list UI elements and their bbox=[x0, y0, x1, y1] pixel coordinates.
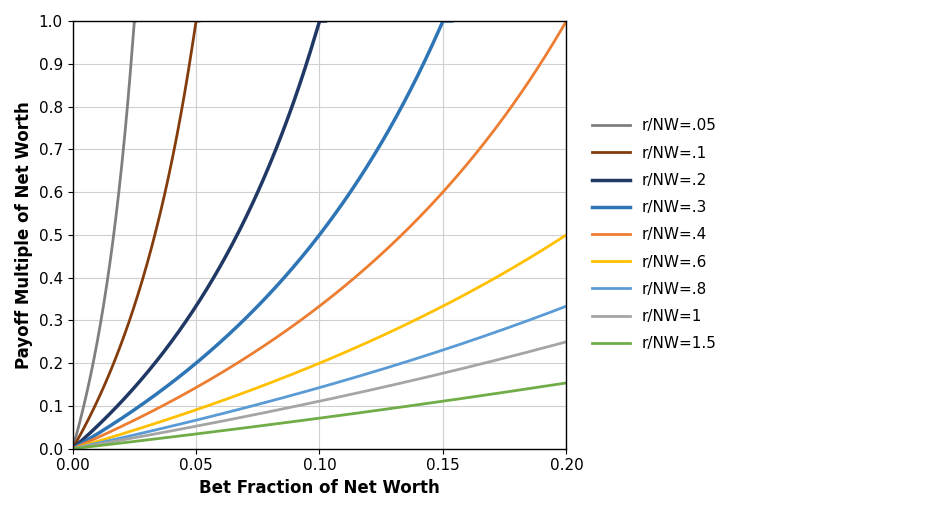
Line: r/NW=.05: r/NW=.05 bbox=[73, 21, 136, 449]
X-axis label: Bet Fraction of Net Worth: Bet Fraction of Net Worth bbox=[199, 479, 440, 497]
r/NW=.6 bbox=[256, 383, 267, 389]
r/NW=.6 bbox=[435, 304, 446, 310]
r/NW=.3 bbox=[363, 161, 374, 167]
Line: r/NW=1.5: r/NW=1.5 bbox=[73, 383, 566, 449]
r/NW=.2 bbox=[256, 181, 267, 187]
r/NW=.4 bbox=[473, 147, 485, 153]
r/NW=.8 bbox=[67, 445, 78, 452]
r/NW=.1 bbox=[67, 445, 78, 452]
r/NW=.3 bbox=[67, 445, 78, 452]
r/NW=1.5 bbox=[256, 423, 267, 429]
r/NW=.8 bbox=[363, 370, 374, 376]
r/NW=.3 bbox=[388, 118, 399, 124]
r/NW=.4 bbox=[388, 240, 399, 246]
r/NW=.4 bbox=[256, 345, 267, 351]
r/NW=.8 bbox=[156, 425, 167, 432]
r/NW=1 bbox=[363, 388, 374, 394]
r/NW=.3 bbox=[256, 300, 267, 306]
r/NW=.4 bbox=[67, 445, 78, 452]
r/NW=1 bbox=[435, 371, 446, 377]
r/NW=.4 bbox=[435, 191, 446, 197]
r/NW=1 bbox=[256, 410, 267, 416]
r/NW=.8 bbox=[256, 400, 267, 407]
r/NW=.6 bbox=[67, 445, 78, 452]
Line: r/NW=.8: r/NW=.8 bbox=[73, 306, 566, 449]
Line: r/NW=.2: r/NW=.2 bbox=[73, 21, 326, 449]
r/NW=.6 bbox=[473, 284, 485, 290]
Line: r/NW=.1: r/NW=.1 bbox=[73, 21, 199, 449]
r/NW=.4 bbox=[156, 403, 167, 409]
r/NW=.2 bbox=[156, 351, 167, 357]
Line: r/NW=.6: r/NW=.6 bbox=[73, 235, 566, 449]
r/NW=1 bbox=[561, 339, 572, 345]
r/NW=.3 bbox=[156, 387, 167, 393]
r/NW=.6 bbox=[363, 339, 374, 345]
r/NW=1 bbox=[156, 430, 167, 436]
r/NW=1.5 bbox=[435, 398, 446, 404]
Line: r/NW=1: r/NW=1 bbox=[73, 342, 566, 449]
r/NW=.3 bbox=[435, 23, 446, 29]
r/NW=1.5 bbox=[67, 445, 78, 452]
r/NW=.4 bbox=[561, 18, 572, 24]
Y-axis label: Payoff Multiple of Net Worth: Payoff Multiple of Net Worth bbox=[15, 101, 33, 369]
r/NW=1 bbox=[388, 382, 399, 388]
r/NW=.1 bbox=[156, 202, 167, 208]
r/NW=1.5 bbox=[388, 405, 399, 411]
r/NW=.6 bbox=[388, 327, 399, 333]
r/NW=1.5 bbox=[156, 435, 167, 441]
r/NW=.2 bbox=[67, 445, 78, 452]
r/NW=.4 bbox=[363, 263, 374, 269]
r/NW=1 bbox=[67, 445, 78, 452]
r/NW=.8 bbox=[561, 303, 572, 309]
r/NW=1.5 bbox=[561, 380, 572, 386]
Legend: r/NW=.05, r/NW=.1, r/NW=.2, r/NW=.3, r/NW=.4, r/NW=.6, r/NW=.8, r/NW=1, r/NW=1.5: r/NW=.05, r/NW=.1, r/NW=.2, r/NW=.3, r/N… bbox=[584, 111, 724, 359]
Line: r/NW=.4: r/NW=.4 bbox=[73, 21, 566, 449]
r/NW=1.5 bbox=[363, 409, 374, 415]
Line: r/NW=.3: r/NW=.3 bbox=[73, 21, 452, 449]
r/NW=.6 bbox=[156, 418, 167, 424]
r/NW=1 bbox=[473, 361, 485, 368]
r/NW=.05 bbox=[67, 445, 78, 452]
r/NW=.8 bbox=[388, 362, 399, 369]
r/NW=.8 bbox=[435, 348, 446, 354]
r/NW=.6 bbox=[561, 232, 572, 238]
r/NW=1.5 bbox=[473, 393, 485, 399]
r/NW=.8 bbox=[473, 335, 485, 341]
